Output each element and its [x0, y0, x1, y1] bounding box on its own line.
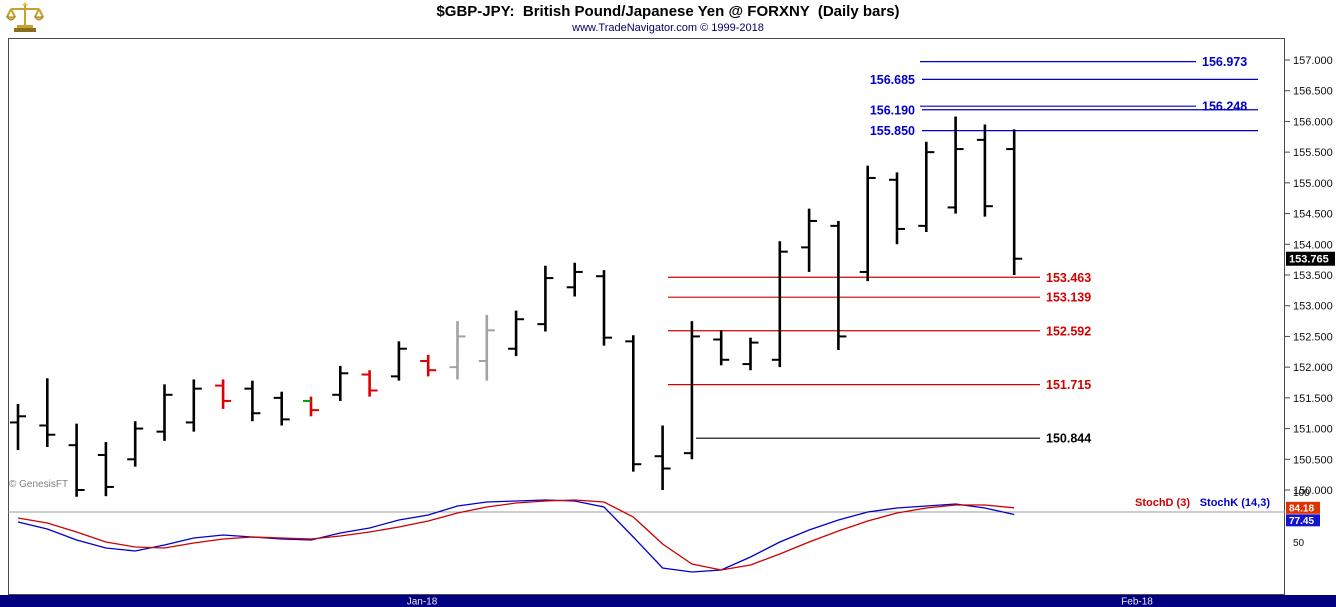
stochk-value-badge	[1286, 514, 1320, 527]
level-label-155.850[interactable]: 155.850	[870, 124, 915, 138]
stochd-value: 84.18	[1289, 503, 1314, 514]
stochd-line	[17, 499, 1015, 571]
stochk-line	[17, 499, 1015, 573]
chart-frame	[8, 38, 1285, 595]
price-tick-label: 156.000	[1293, 116, 1333, 128]
level-label-150.844[interactable]: 150.844	[1046, 432, 1091, 446]
last-price-value: 153.765	[1289, 254, 1329, 266]
price-tick-label: 154.000	[1293, 239, 1333, 251]
price-tick-label: 151.000	[1293, 424, 1333, 436]
chart-subtitle: www.TradeNavigator.com © 1999-2018	[572, 22, 764, 34]
level-label-152.592[interactable]: 152.592	[1046, 324, 1091, 338]
price-tick-label: 155.500	[1293, 147, 1333, 159]
stochd-label: StochD (3)	[1135, 497, 1190, 509]
price-tick-label: 150.500	[1293, 454, 1333, 466]
chart-title: $GBP-JPY: British Pound/Japanese Yen @ F…	[436, 3, 900, 20]
price-tick-label: 153.000	[1293, 301, 1333, 313]
genesis-watermark: © GenesisFT	[9, 479, 69, 490]
stochk-value: 77.45	[1289, 516, 1314, 527]
level-label-156.685[interactable]: 156.685	[870, 73, 915, 87]
date-axis-bar	[0, 595, 1336, 607]
price-tick-label: 154.500	[1293, 209, 1333, 221]
price-tick-label: 155.000	[1293, 178, 1333, 190]
stoch-tick-label: 100	[1293, 488, 1310, 499]
level-label-153.139[interactable]: 153.139	[1046, 291, 1091, 305]
price-tick-label: 150.000	[1293, 485, 1333, 497]
stochd-value-badge	[1286, 501, 1320, 514]
price-tick-label: 151.500	[1293, 393, 1333, 405]
price-tick-label: 156.500	[1293, 86, 1333, 98]
stoch-tick-label: 50	[1293, 538, 1305, 549]
last-price-badge	[1286, 251, 1335, 266]
level-label-151.715[interactable]: 151.715	[1046, 378, 1091, 392]
price-tick-label: 152.000	[1293, 362, 1333, 374]
level-label-156.973[interactable]: 156.973	[1202, 55, 1247, 69]
level-label-156.190[interactable]: 156.190	[870, 103, 915, 117]
genesis-logo-icon	[4, 1, 48, 35]
level-label-153.463[interactable]: 153.463	[1046, 271, 1091, 285]
stochk-label: StochK (14,3)	[1200, 497, 1271, 509]
price-tick-label: 157.000	[1293, 55, 1333, 67]
price-tick-label: 153.500	[1293, 270, 1333, 282]
date-tick-label: Jan-18	[407, 597, 438, 607]
level-label-156.248[interactable]: 156.248	[1202, 100, 1247, 114]
price-tick-label: 152.500	[1293, 331, 1333, 343]
date-tick-label: Feb-18	[1121, 597, 1153, 607]
